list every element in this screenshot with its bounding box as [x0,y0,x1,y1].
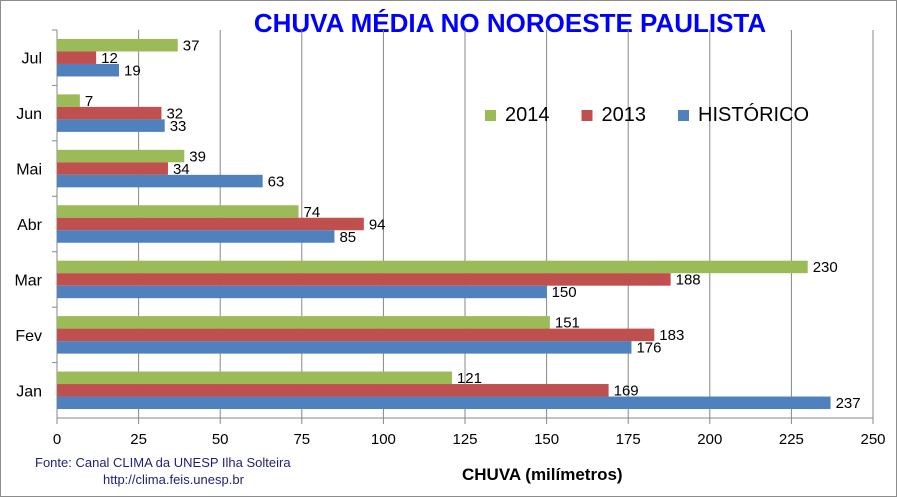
bar-2013-abr [57,217,364,231]
data-label: 188 [676,272,701,289]
x-tick-label: 75 [293,431,310,448]
data-label: 150 [552,284,577,301]
y-tick-label: Abr [17,217,43,234]
y-tick-label: Jun [16,106,42,123]
bar-histórico-jul [57,63,120,77]
bar-2014-jun [57,94,80,107]
legend-swatch-0 [485,110,496,121]
legend-swatch-2 [678,110,689,121]
bar-2013-fev [57,328,655,342]
bar-2014-jul [57,38,178,52]
bar-2014-mar [57,260,808,274]
x-tick-label: 250 [860,431,885,448]
data-label: 33 [170,118,187,135]
x-tick-label: 25 [130,431,147,448]
data-label: 151 [555,315,580,332]
x-tick-label: 125 [452,431,477,448]
legend-label-2: HISTÓRICO [698,103,809,126]
data-label: 37 [183,37,200,54]
data-label: 176 [636,340,661,357]
data-label: 85 [339,229,356,246]
data-label: 19 [124,62,141,79]
y-tick-label: Jul [22,51,42,68]
x-tick-label: 150 [534,431,559,448]
bar-2013-jul [57,51,97,64]
data-label: 7 [85,93,93,110]
y-tick-label: Jan [16,383,42,400]
data-label: 183 [659,327,684,344]
data-label: 12 [101,50,118,67]
data-label: 39 [189,148,206,165]
bar-2014-mai [57,149,185,163]
data-label: 121 [457,370,482,387]
legend-label-1: 2013 [602,104,647,126]
source-line-1: Fonte: Canal CLIMA da UNESP Ilha Solteir… [35,455,291,470]
bar-histórico-jun [57,119,165,132]
x-tick-label: 225 [779,431,804,448]
bar-histórico-fev [57,341,632,354]
x-tick-label: 50 [212,431,229,448]
bar-2014-fev [57,316,550,329]
bar-2013-jun [57,106,162,120]
data-label: 169 [614,383,639,400]
bar-2014-jan [57,371,452,385]
bar-histórico-abr [57,230,335,243]
x-tick-label: 0 [53,431,61,448]
data-label: 74 [304,204,321,221]
data-label: 34 [173,161,190,178]
y-tick-label: Mar [14,272,42,289]
x-axis-label: CHUVA (milímetros) [462,465,623,484]
legend-swatch-1 [581,110,593,121]
bar-2013-mai [57,162,168,175]
data-label: 237 [836,395,861,412]
y-tick-label: Fev [15,328,42,345]
x-tick-label: 175 [616,431,641,448]
bar-2014-abr [57,205,299,218]
y-tick-label: Mai [16,162,42,179]
chart-title: CHUVA MÉDIA NO NOROESTE PAULISTA [253,8,767,38]
x-tick-label: 200 [697,431,722,448]
source-line-2: http://clima.feis.unesp.br [103,472,244,487]
legend-label-0: 2014 [505,104,550,126]
bar-histórico-jan [57,396,831,410]
x-tick-label: 100 [371,431,396,448]
data-label: 230 [813,259,838,276]
data-label: 94 [369,216,386,233]
data-label: 32 [166,105,183,122]
bar-2013-mar [57,273,671,286]
bar-histórico-mar [57,285,547,299]
bar-2013-jan [57,384,609,397]
bar-histórico-mai [57,174,263,188]
data-label: 63 [268,173,285,190]
